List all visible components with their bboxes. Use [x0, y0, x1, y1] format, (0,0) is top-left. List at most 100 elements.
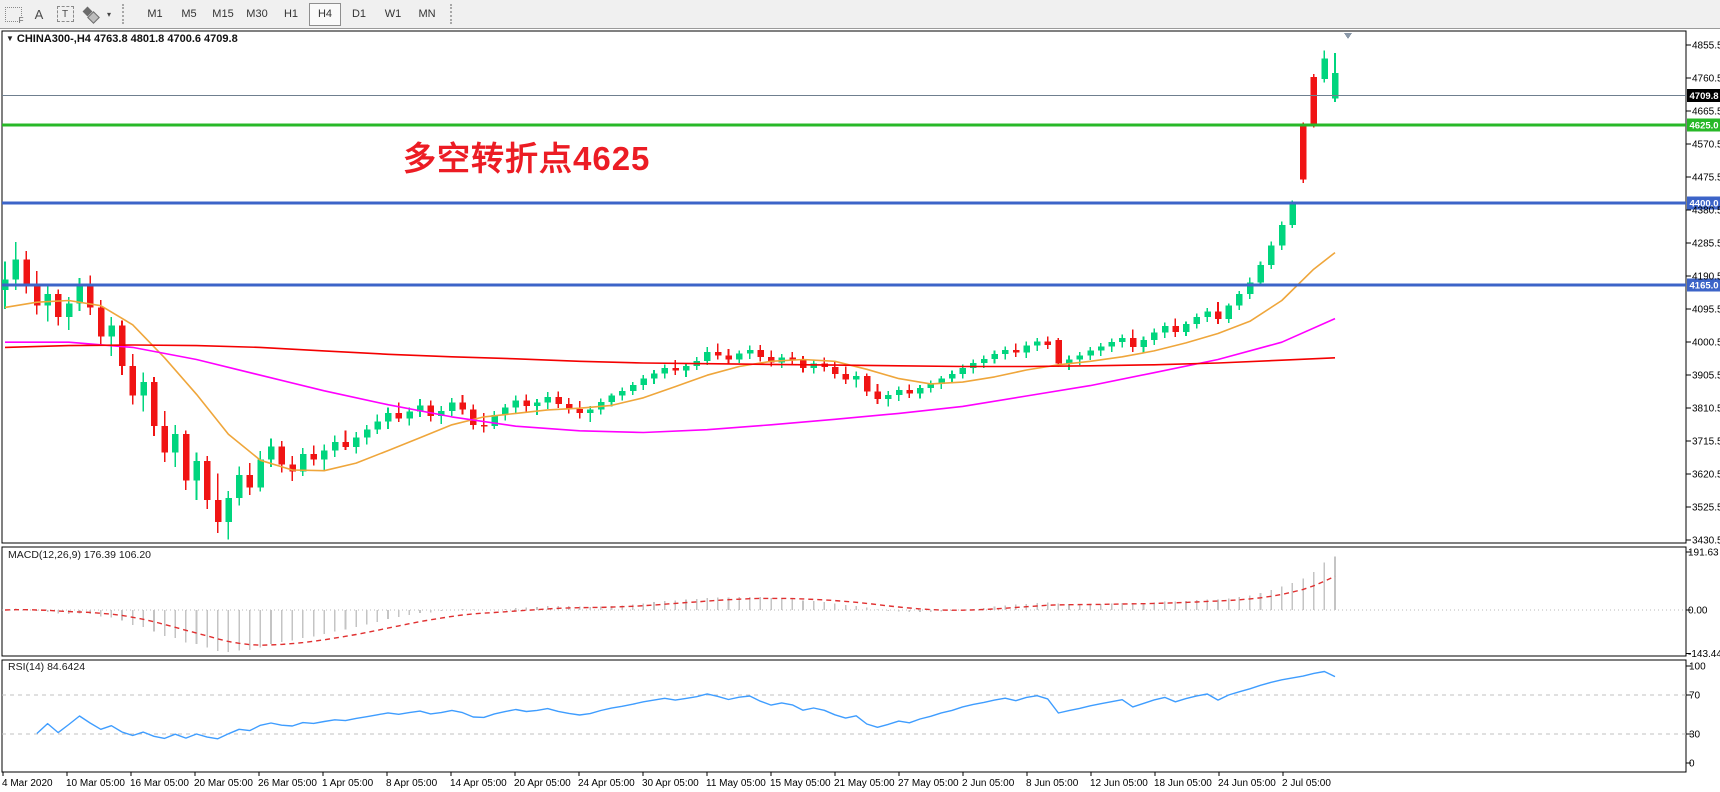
rsi-axis-label: 30 — [1689, 729, 1701, 740]
timeframe-button-m15[interactable]: M15 — [212, 8, 234, 20]
candle-body — [895, 390, 903, 395]
candle-body — [608, 395, 615, 402]
time-axis-label: 1 Apr 05:00 — [322, 778, 374, 789]
timeframe-button-h4[interactable]: H4 — [309, 2, 341, 26]
time-axis-label: 10 Mar 05:00 — [66, 778, 125, 789]
annotation-text: 多空转折点4625 — [403, 140, 651, 177]
candle-body — [1119, 338, 1126, 343]
candle-body — [1310, 76, 1318, 125]
candle-body — [1300, 126, 1307, 180]
price-axis-label: 3430.5 — [1692, 536, 1720, 547]
time-axis-label: 14 Apr 05:00 — [450, 778, 507, 789]
price-badge-text: 4165.0 — [1690, 280, 1719, 291]
candle-body — [1257, 265, 1265, 283]
candle-body — [555, 397, 562, 405]
arrows-dropdown-button[interactable]: ▾ — [104, 2, 116, 26]
candle-body — [980, 358, 988, 364]
arrows-tool-button[interactable] — [78, 2, 104, 26]
price-axis-label: 3715.5 — [1692, 437, 1720, 448]
candle-body — [491, 415, 498, 427]
candle-body — [1034, 341, 1041, 346]
candle-body — [651, 373, 658, 379]
time-axis-label: 15 May 05:00 — [770, 778, 831, 789]
time-axis-label: 2 Jun 05:00 — [962, 778, 1015, 789]
candle-body — [33, 285, 41, 306]
candle-body — [65, 303, 73, 318]
candle-body — [831, 367, 839, 375]
candle-body — [1214, 311, 1222, 320]
macd-axis-label: 0.00 — [1688, 606, 1708, 617]
candle-body — [1161, 326, 1169, 333]
candle-body — [193, 460, 201, 481]
candle-body — [97, 307, 105, 337]
candle-body — [204, 460, 211, 500]
candle-body — [640, 378, 647, 386]
candle-body — [1151, 332, 1158, 341]
text-label-t-icon: T — [56, 6, 74, 22]
candle-body — [236, 474, 243, 498]
toolbar: F A T ▾ M1 M5 M15 M30 H1 H4 D1 W1 MN — [0, 0, 1720, 29]
timeframe-button-h1[interactable]: H1 — [283, 8, 299, 20]
candle-body — [885, 394, 892, 400]
price-axis-label: 4000.5 — [1692, 338, 1720, 349]
candle-body — [959, 367, 967, 375]
candle-body — [448, 402, 456, 411]
candle-body — [1055, 340, 1062, 364]
toolbar-grip[interactable] — [122, 4, 130, 24]
time-axis-label: 16 Mar 05:00 — [130, 778, 189, 789]
candle-body — [544, 397, 552, 403]
timeframe-button-w1[interactable]: W1 — [384, 8, 402, 20]
candle-body — [214, 499, 222, 523]
candle-body — [1097, 346, 1105, 351]
candle-body — [225, 497, 232, 523]
chart-shift-marker-icon[interactable] — [1344, 33, 1352, 39]
macd-panel — [1, 546, 1687, 657]
candle-body — [938, 378, 945, 384]
candle-body — [512, 400, 520, 408]
time-axis-label: 12 Jun 05:00 — [1090, 778, 1148, 789]
candle-body — [1246, 282, 1254, 295]
timeframe-button-d1[interactable]: D1 — [351, 8, 367, 20]
candle-body — [534, 402, 541, 407]
candle-body — [321, 450, 328, 460]
candle-body — [1204, 311, 1211, 318]
price-axis-label: 4665.5 — [1692, 107, 1720, 118]
chart-canvas[interactable]: 4709.8 4625.0 4400.0 4165.0 4855.5 4760.5 4665… — [0, 30, 1720, 792]
timeframe-button-m5[interactable]: M5 — [181, 8, 197, 20]
price-axis-label: 3620.5 — [1692, 470, 1720, 481]
time-axis-label: 20 Apr 05:00 — [514, 778, 571, 789]
candle-body — [1012, 349, 1020, 353]
candle-body — [427, 405, 435, 416]
candle-body — [1321, 58, 1328, 79]
candle-body — [1087, 350, 1094, 356]
candle-body — [257, 459, 264, 488]
candle-body — [268, 446, 275, 460]
timeframe-button-m1[interactable]: M1 — [147, 8, 163, 20]
candle-body — [1140, 340, 1147, 348]
candle-body — [746, 349, 754, 354]
timeframe-button-mn[interactable]: MN — [418, 8, 436, 20]
rsi-line — [36, 670, 1336, 740]
price-axis-label: 4475.5 — [1692, 173, 1720, 184]
time-axis-label: 21 May 05:00 — [834, 778, 895, 789]
candle-body — [12, 259, 20, 280]
timeframe-button-m30[interactable]: M30 — [246, 8, 268, 20]
candle-body — [661, 367, 669, 374]
draw-text-button[interactable]: A — [26, 2, 52, 26]
price-axis-label: 3810.5 — [1692, 404, 1720, 415]
candle-body — [44, 294, 52, 306]
time-axis-label: 4 Mar 2020 — [2, 778, 53, 789]
macd-axis-label: -143.44 — [1688, 649, 1720, 660]
candle-body — [374, 421, 381, 430]
candle-body — [172, 433, 179, 453]
candle-body — [353, 437, 360, 448]
fibo-frame-tool-button[interactable]: F — [0, 2, 26, 26]
candle-body — [789, 357, 796, 361]
price-axis-label: 4190.5 — [1692, 272, 1720, 283]
draw-text-label-button[interactable]: T — [52, 2, 78, 26]
price-axis-label: 3525.5 — [1692, 503, 1720, 514]
candle-body — [1225, 305, 1233, 320]
candle-body — [1183, 324, 1190, 332]
toolbar-grip-2[interactable] — [450, 4, 458, 24]
candle-body — [725, 355, 733, 360]
